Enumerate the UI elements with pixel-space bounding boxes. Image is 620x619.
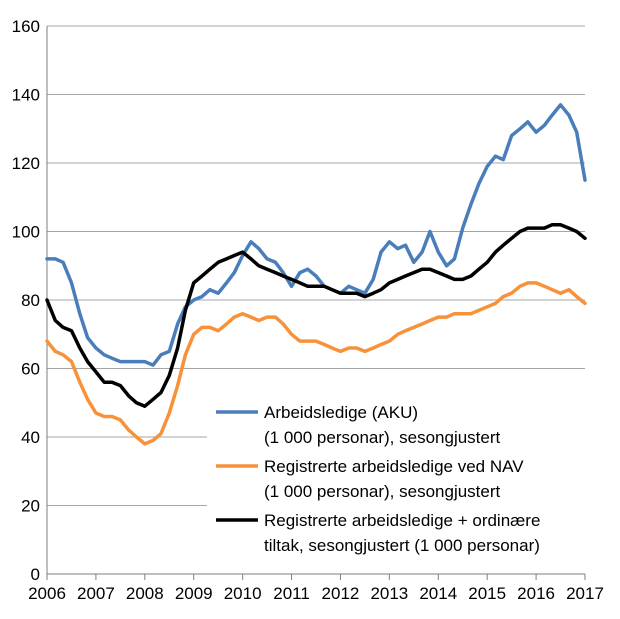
x-tick-label: 2017 — [566, 584, 604, 603]
legend-label: (1 000 personar), sesongjustert — [264, 482, 501, 501]
y-tick-label: 80 — [21, 291, 40, 310]
series-line-2 — [45, 281, 587, 446]
series-line-3 — [45, 222, 587, 408]
legend-label: Registrerte arbeidsledige + ordinære — [264, 511, 540, 530]
x-tick-label: 2009 — [175, 584, 213, 603]
y-tick-label: 60 — [21, 360, 40, 379]
series-line-1 — [45, 103, 587, 367]
x-tick-label: 2014 — [419, 584, 457, 603]
y-tick-label: 100 — [12, 223, 40, 242]
series-lines — [45, 103, 587, 446]
y-tick-label: 0 — [31, 565, 40, 584]
y-tick-label: 140 — [12, 86, 40, 105]
x-tick-label: 2016 — [517, 584, 555, 603]
y-tick-label: 20 — [21, 497, 40, 516]
x-tick-label: 2006 — [28, 584, 66, 603]
x-tick-label: 2007 — [77, 584, 115, 603]
x-tick-label: 2015 — [468, 584, 506, 603]
x-tick-label: 2010 — [224, 584, 262, 603]
legend-label: (1 000 personar), sesongjustert — [264, 428, 501, 447]
y-tick-label: 40 — [21, 428, 40, 447]
x-tick-label: 2012 — [322, 584, 360, 603]
legend-label: tiltak, sesongjustert (1 000 personar) — [264, 536, 540, 555]
x-tick-label: 2011 — [273, 584, 310, 603]
y-tick-label: 120 — [12, 154, 40, 173]
legend-box — [207, 392, 605, 552]
legend: Arbeidsledige (AKU) (1 000 personar), ses… — [207, 392, 605, 555]
legend-label: Arbeidsledige (AKU) — [264, 403, 418, 422]
legend-label: Registrerte arbeidsledige ved NAV — [264, 457, 524, 476]
axes: 0 20 40 60 80 100 120 140 160 2006 2007 2008 2009 201… — [12, 17, 604, 603]
x-tick-label: 2008 — [126, 584, 164, 603]
x-tick-label: 2013 — [370, 584, 408, 603]
y-tick-label: 160 — [12, 17, 40, 36]
